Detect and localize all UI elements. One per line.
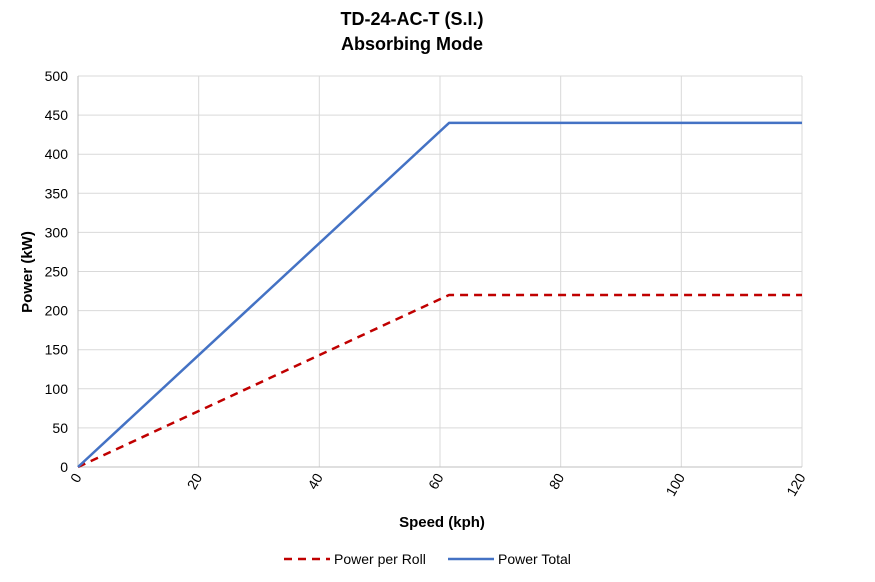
x-axis-title: Speed (kph) [399,514,485,531]
y-tick-label: 450 [45,107,69,123]
x-tick-label: 20 [184,470,206,492]
x-tick-labels: 0 20 40 60 80 100 120 [67,470,809,498]
x-tick-label: 40 [304,470,326,492]
y-tick-label: 200 [45,303,69,319]
legend-label: Power per Roll [334,551,426,567]
chart-title-line-2: Absorbing Mode [341,34,483,54]
gridlines [77,75,803,468]
y-tick-label: 500 [45,68,69,84]
y-tick-label: 300 [45,224,69,240]
y-tick-labels: 0 50 100 150 200 250 300 350 400 450 500 [45,68,69,475]
y-tick-label: 350 [45,185,69,201]
axes [77,76,802,468]
x-tick-label: 0 [67,470,85,485]
y-axis-title: Power (kW) [19,231,36,313]
y-tick-label: 150 [45,342,69,358]
x-tick-label: 80 [546,470,568,492]
x-tick-label: 120 [783,470,809,498]
x-tick-label: 60 [425,470,447,492]
legend-label: Power Total [498,551,571,567]
y-tick-label: 250 [45,264,69,280]
legend: Power per Roll Power Total [284,551,571,567]
series-lines [77,121,802,469]
chart-title-line-1: TD-24-AC-T (S.I.) [341,9,484,29]
y-tick-label: 50 [52,420,68,436]
y-tick-label: 100 [45,381,69,397]
x-tick-label: 100 [662,470,688,498]
y-tick-label: 0 [60,459,68,475]
series-line-power-per-roll [77,293,802,469]
y-tick-label: 400 [45,146,69,162]
series-line-power-total [77,121,802,468]
